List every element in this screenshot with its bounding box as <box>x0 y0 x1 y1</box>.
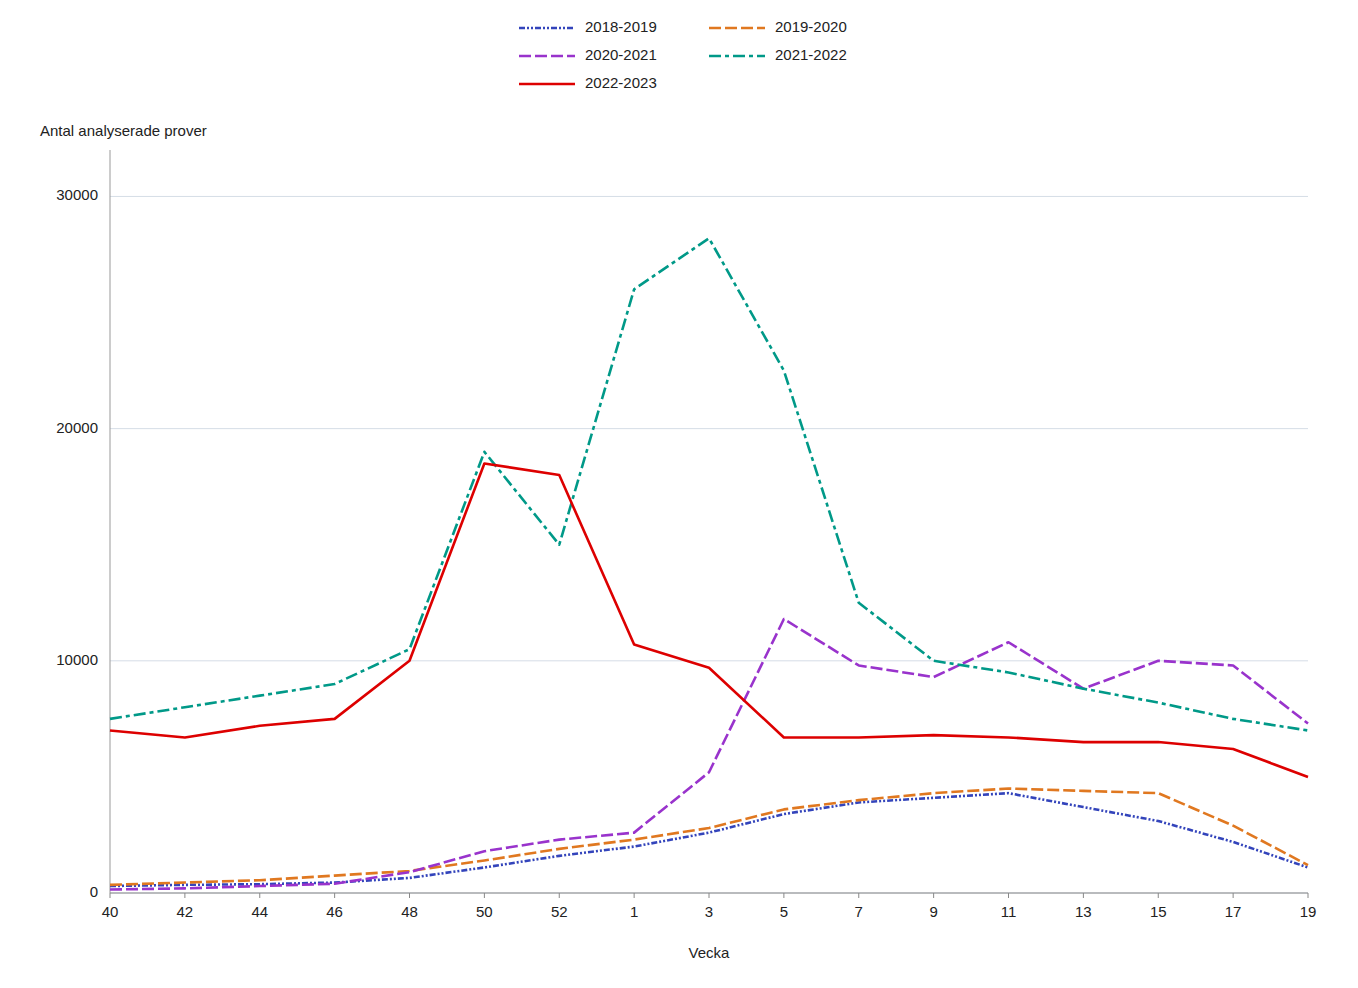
series-line <box>110 793 1308 886</box>
legend-label: 2022-2023 <box>585 74 657 91</box>
x-tick-label: 50 <box>476 903 493 920</box>
x-axis-label: Vecka <box>689 944 731 961</box>
y-tick-label: 10000 <box>56 651 98 668</box>
x-tick <box>858 893 859 898</box>
x-tick <box>334 893 335 898</box>
legend-label: 2018-2019 <box>585 18 657 35</box>
series-line <box>110 789 1308 885</box>
legend-handle <box>519 83 575 86</box>
legend: 2018-2019 2019-2020 2020-2021 2021-2022 2022… <box>519 18 847 91</box>
x-tick-label: 52 <box>551 903 568 920</box>
chart: 0100002000030000404244464850521357911131… <box>0 0 1358 988</box>
legend-handle <box>709 27 765 30</box>
x-tick <box>259 893 260 898</box>
y-tick-label: 30000 <box>56 186 98 203</box>
x-tick-label: 11 <box>1001 903 1017 920</box>
x-tick-label: 46 <box>326 903 343 920</box>
x-tick <box>634 893 635 898</box>
x-tick <box>1308 893 1309 898</box>
x-tick-label: 9 <box>929 903 937 920</box>
grid-line <box>110 660 1308 661</box>
x-tick <box>1008 893 1009 898</box>
x-tick-label: 19 <box>1300 903 1317 920</box>
y-axis-line <box>110 150 111 893</box>
y-axis-label: Antal analyserade prover <box>40 122 207 139</box>
x-tick <box>484 893 485 898</box>
legend-handle <box>519 55 575 58</box>
x-tick-label: 7 <box>855 903 863 920</box>
x-tick <box>1158 893 1159 898</box>
x-tick <box>409 893 410 898</box>
series-line <box>110 238 1308 730</box>
x-tick-label: 13 <box>1075 903 1092 920</box>
x-tick-label: 42 <box>177 903 194 920</box>
x-tick <box>110 893 111 898</box>
x-tick-label: 48 <box>401 903 418 920</box>
x-tick <box>559 893 560 898</box>
series-line <box>110 463 1308 776</box>
series-line <box>110 619 1308 890</box>
x-tick-label: 40 <box>102 903 119 920</box>
x-tick-label: 1 <box>630 903 638 920</box>
x-tick <box>1233 893 1234 898</box>
x-tick <box>783 893 784 898</box>
x-tick <box>1083 893 1084 898</box>
x-tick-label: 3 <box>705 903 713 920</box>
x-tick-label: 17 <box>1225 903 1242 920</box>
x-tick <box>709 893 710 898</box>
x-tick-label: 5 <box>780 903 788 920</box>
grid-line <box>110 196 1308 197</box>
x-tick <box>184 893 185 898</box>
legend-handle <box>709 55 765 58</box>
grid-line <box>110 428 1308 429</box>
y-tick-label: 0 <box>90 883 98 900</box>
legend-handle <box>519 27 575 30</box>
y-tick-label: 20000 <box>56 419 98 436</box>
x-tick <box>933 893 934 898</box>
x-tick-label: 15 <box>1150 903 1167 920</box>
grid <box>110 196 1308 893</box>
legend-label: 2020-2021 <box>585 46 657 63</box>
legend-label: 2019-2020 <box>775 18 847 35</box>
legend-label: 2021-2022 <box>775 46 847 63</box>
lines <box>110 238 1308 889</box>
x-tick-label: 44 <box>251 903 268 920</box>
